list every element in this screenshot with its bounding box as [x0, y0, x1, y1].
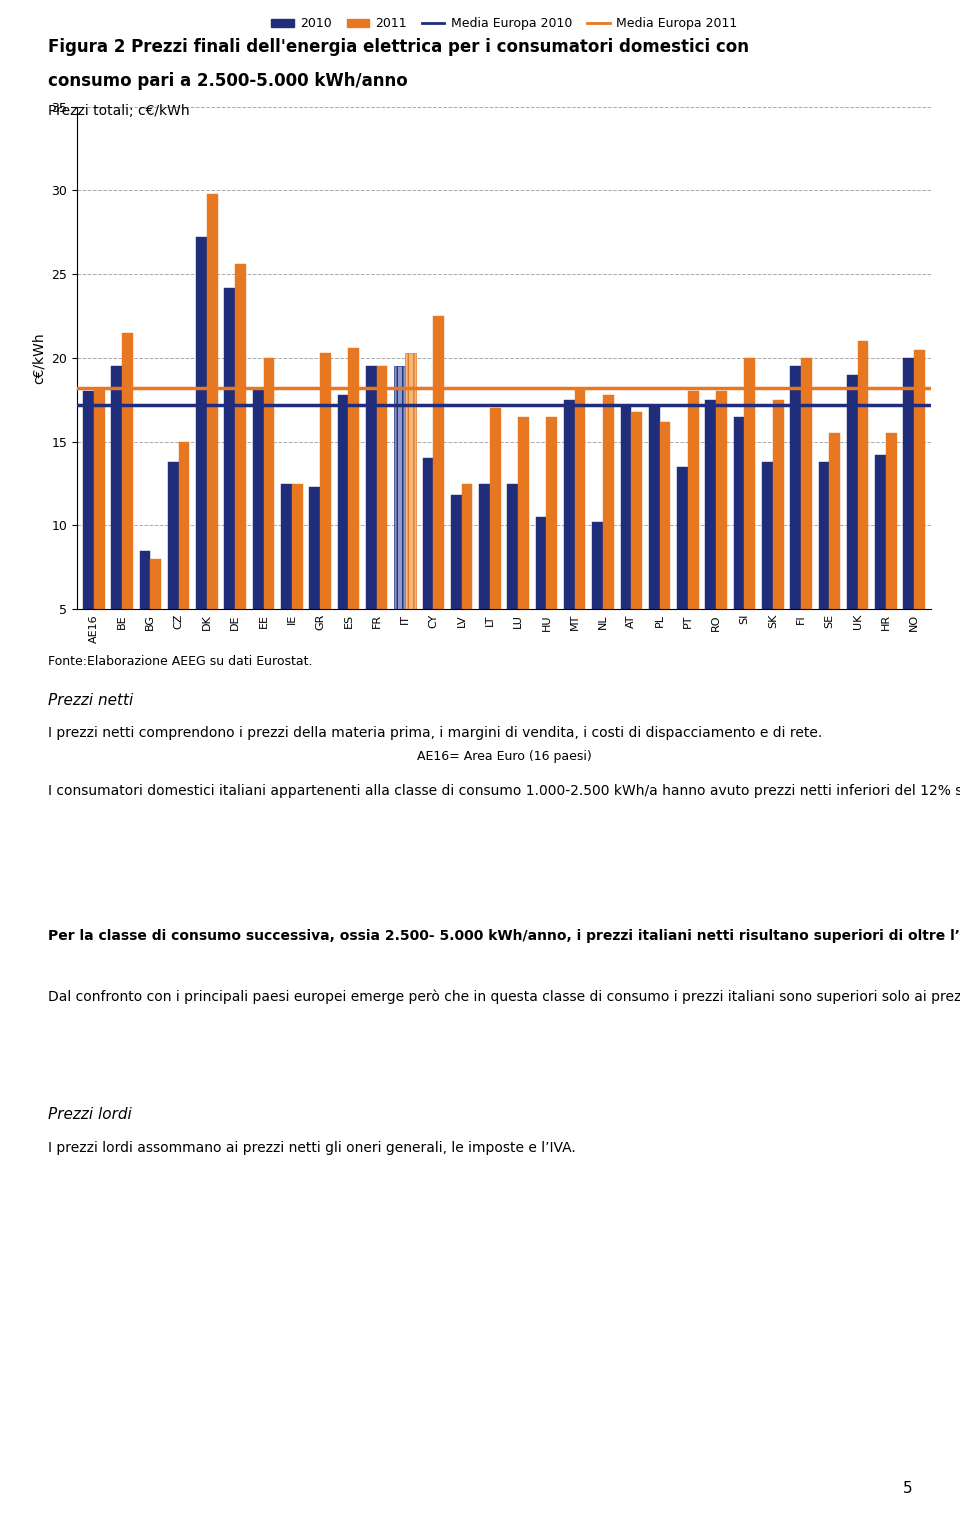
Bar	[762, 461, 773, 693]
Bar	[620, 405, 632, 693]
Bar	[309, 487, 320, 693]
Text: Prezzi totali; c€/kWh: Prezzi totali; c€/kWh	[48, 104, 190, 117]
Bar	[632, 411, 642, 693]
Bar	[518, 417, 529, 693]
Bar	[733, 417, 744, 693]
Bar	[603, 394, 613, 693]
Bar	[405, 353, 416, 693]
Bar	[546, 417, 557, 693]
Bar	[716, 391, 727, 693]
Bar	[422, 458, 433, 693]
Bar	[83, 391, 94, 693]
Text: Prezzi netti: Prezzi netti	[48, 693, 133, 708]
Bar	[376, 367, 388, 693]
Bar	[790, 367, 801, 693]
Bar	[348, 347, 359, 693]
Legend: 2010, 2011, Media Europa 2010, Media Europa 2011: 2010, 2011, Media Europa 2010, Media Eur…	[266, 12, 742, 35]
Bar	[914, 350, 925, 693]
Bar	[706, 401, 716, 693]
Bar	[857, 341, 869, 693]
Bar	[592, 522, 603, 693]
Bar	[490, 408, 500, 693]
Bar	[151, 559, 161, 693]
Bar	[886, 434, 897, 693]
Text: Per la classe di consumo successiva, ossia 2.500- 5.000 kWh/anno, i prezzi itali: Per la classe di consumo successiva, oss…	[48, 929, 960, 943]
Bar	[366, 367, 376, 693]
Bar	[508, 484, 518, 693]
Bar	[575, 388, 586, 693]
Bar	[179, 442, 189, 693]
Bar	[649, 405, 660, 693]
Y-axis label: c€/kWh: c€/kWh	[32, 332, 46, 384]
Text: I consumatori domestici italiani appartenenti alla classe di consumo 1.000-2.500: I consumatori domestici italiani apparte…	[48, 784, 960, 798]
Bar	[660, 422, 670, 693]
Text: consumo pari a 2.500-5.000 kWh/anno: consumo pari a 2.500-5.000 kWh/anno	[48, 72, 408, 90]
Text: 5: 5	[902, 1480, 912, 1496]
Bar	[677, 468, 688, 693]
Bar	[395, 367, 405, 693]
Text: AE16= Area Euro (16 paesi): AE16= Area Euro (16 paesi)	[417, 749, 591, 763]
Bar	[111, 367, 122, 693]
Bar	[876, 455, 886, 693]
Bar	[536, 518, 546, 693]
Bar	[819, 461, 829, 693]
Bar	[688, 391, 699, 693]
Text: Dal confronto con i principali paesi europei emerge però che in questa classe di: Dal confronto con i principali paesi eur…	[48, 990, 960, 1005]
Bar	[264, 358, 275, 693]
Bar	[462, 484, 472, 693]
Bar	[903, 358, 914, 693]
Bar	[801, 358, 812, 693]
Text: Figura 2 Prezzi finali dell'energia elettrica per i consumatori domestici con: Figura 2 Prezzi finali dell'energia elet…	[48, 38, 749, 56]
Bar	[168, 461, 179, 693]
Bar	[94, 388, 105, 693]
Bar	[320, 353, 331, 693]
Bar	[252, 388, 264, 693]
Bar	[433, 317, 444, 693]
Bar	[225, 288, 235, 693]
Bar	[196, 238, 207, 693]
Text: I prezzi netti comprendono i prezzi della materia prima, i margini di vendita, i: I prezzi netti comprendono i prezzi dell…	[48, 726, 823, 740]
Bar	[281, 484, 292, 693]
Bar	[139, 551, 151, 693]
Text: Prezzi lordi: Prezzi lordi	[48, 1107, 132, 1122]
Bar	[773, 401, 783, 693]
Bar	[564, 401, 575, 693]
Bar	[235, 263, 246, 693]
Bar	[829, 434, 840, 693]
Bar	[451, 495, 462, 693]
Text: I prezzi lordi assommano ai prezzi netti gli oneri generali, le imposte e l’IVA.: I prezzi lordi assommano ai prezzi netti…	[48, 1141, 576, 1154]
Bar	[207, 193, 218, 693]
Bar	[122, 334, 132, 693]
Bar	[292, 484, 302, 693]
Bar	[338, 394, 348, 693]
Bar	[744, 358, 756, 693]
Text: Fonte:Elaborazione AEEG su dati Eurostat.: Fonte:Elaborazione AEEG su dati Eurostat…	[48, 655, 313, 669]
Bar	[479, 484, 490, 693]
Bar	[847, 375, 857, 693]
